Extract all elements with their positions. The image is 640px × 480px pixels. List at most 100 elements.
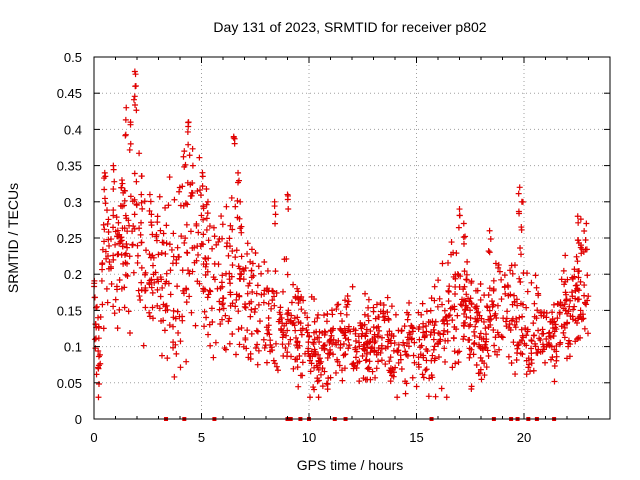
data-point [216,235,223,242]
data-point [135,287,142,294]
data-point [176,313,183,320]
data-point [130,269,137,276]
data-point [471,328,478,335]
data-point [272,268,279,275]
data-point [518,251,525,258]
data-point-peak [237,225,244,232]
data-point [196,280,203,287]
data-point [373,351,380,358]
data-point [149,262,156,269]
data-point [177,364,184,371]
data-point [111,310,118,317]
data-point [205,331,212,338]
data-point [384,309,391,316]
data-point [121,197,128,204]
data-point [229,226,236,233]
data-point [311,364,318,371]
data-point [263,359,270,366]
data-point [138,173,145,180]
data-point [419,371,426,378]
data-point [178,233,185,240]
data-point [269,287,276,294]
data-point [419,300,426,307]
data-point [438,385,445,392]
data-point [391,339,398,346]
data-point [372,374,379,381]
data-point [294,364,301,371]
data-point [506,321,513,328]
data-point [118,251,125,258]
data-point [112,228,119,235]
data-point [578,250,585,257]
data-point [183,358,190,365]
data-point [316,339,323,346]
data-point [400,339,407,346]
data-point [137,231,144,238]
data-point [123,240,130,247]
data-point [491,312,498,319]
data-point [436,295,443,302]
data-point [269,297,276,304]
data-point [528,337,535,344]
data-point [328,332,335,339]
y-tick-label: 0.2 [64,267,82,282]
data-point [294,344,301,351]
data-point [99,266,106,273]
data-point [258,270,265,277]
data-point [430,326,437,333]
data-point [328,307,335,314]
data-point [561,324,568,331]
data-point [525,355,532,362]
data-point [146,309,153,316]
data-point [102,248,109,255]
data-point [116,277,123,284]
data-point [422,367,429,374]
data-point [115,219,122,226]
x-axis-label: GPS time / hours [297,457,404,473]
data-point [199,173,206,180]
data-point [157,274,164,281]
data-point [388,372,395,379]
data-point [404,316,411,323]
data-point [134,242,141,249]
data-point [550,301,557,308]
data-point [203,261,210,268]
data-point [272,340,279,347]
data-point [91,336,98,343]
data-point [186,152,193,159]
data-point [523,371,530,378]
data-point [264,285,271,292]
data-point [362,332,369,339]
data-point-peak [132,102,139,109]
data-point-peak [188,189,195,196]
data-point [467,295,474,302]
data-point-peak [574,237,581,244]
data-point [254,341,261,348]
data-point [549,319,556,326]
data-point [362,290,369,297]
data-point [514,345,521,352]
data-point [227,222,234,229]
data-point-peak [146,207,153,214]
data-point [481,343,488,350]
data-point [572,317,579,324]
data-point [402,348,409,355]
data-point [519,313,526,320]
data-point [409,335,416,342]
data-point [102,200,109,207]
data-point [466,354,473,361]
data-point [99,261,106,268]
data-point-peak [147,198,154,205]
data-point [219,316,226,323]
data-point [466,336,473,343]
data-point [170,307,177,314]
data-point [436,330,443,337]
data-point [140,342,147,349]
data-point [288,299,295,306]
data-point [431,297,438,304]
data-point [439,301,446,308]
data-point [265,314,272,321]
data-point [244,250,251,257]
data-point [235,308,242,315]
